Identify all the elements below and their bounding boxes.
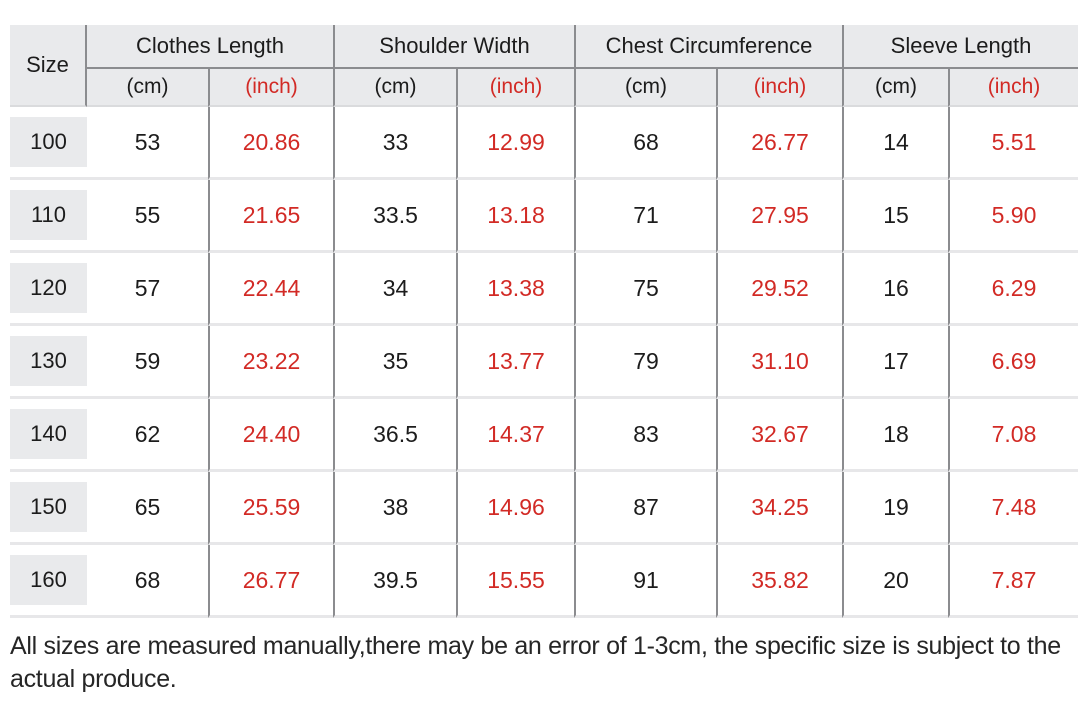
size-cell: 110 [10,180,87,253]
unit-header-shoulder-inch: (inch) [456,69,574,107]
chest-circumference-inch-value: 35.82 [716,545,842,618]
chest-circumference-cm-value: 83 [574,399,716,472]
shoulder-width-inch-value: 13.18 [456,180,574,253]
sleeve-length-inch-value: 6.29 [948,253,1078,326]
sleeve-length-cm-value: 17 [842,326,948,399]
size-column-header: Size [10,25,87,107]
unit-header-chest-cm: (cm) [574,69,716,107]
size-cell: 160 [10,545,87,618]
size-cell: 120 [10,253,87,326]
clothes-length-cm-value: 68 [87,545,208,618]
chest-circumference-inch-value: 32.67 [716,399,842,472]
sleeve-length-cm-value: 16 [842,253,948,326]
shoulder-width-cm-value: 35 [333,326,456,399]
sleeve-length-inch-value: 7.87 [948,545,1078,618]
chest-circumference-inch-value: 27.95 [716,180,842,253]
chest-circumference-cm-value: 79 [574,326,716,399]
clothes-length-inch-value: 24.40 [208,399,333,472]
clothes-length-inch-value: 25.59 [208,472,333,545]
group-header-shoulder-width: Shoulder Width [333,25,574,69]
shoulder-width-cm-value: 34 [333,253,456,326]
shoulder-width-inch-value: 14.37 [456,399,574,472]
clothes-length-cm-value: 62 [87,399,208,472]
shoulder-width-inch-value: 13.38 [456,253,574,326]
sleeve-length-inch-value: 7.48 [948,472,1078,545]
unit-header-clothes-inch: (inch) [208,69,333,107]
size-value: 120 [10,263,87,313]
sleeve-length-cm-value: 18 [842,399,948,472]
clothes-length-cm-value: 53 [87,107,208,180]
size-value: 100 [10,117,87,167]
sleeve-length-cm-value: 14 [842,107,948,180]
clothes-length-inch-value: 20.86 [208,107,333,180]
chest-circumference-cm-value: 71 [574,180,716,253]
shoulder-width-inch-value: 12.99 [456,107,574,180]
chest-circumference-inch-value: 26.77 [716,107,842,180]
size-cell: 140 [10,399,87,472]
clothes-length-cm-value: 57 [87,253,208,326]
chest-circumference-cm-value: 75 [574,253,716,326]
chest-circumference-inch-value: 29.52 [716,253,842,326]
shoulder-width-cm-value: 33 [333,107,456,180]
shoulder-width-cm-value: 33.5 [333,180,456,253]
clothes-length-inch-value: 26.77 [208,545,333,618]
size-cell: 150 [10,472,87,545]
clothes-length-cm-value: 59 [87,326,208,399]
size-chart-table: Size Clothes Length Shoulder Width Chest… [10,25,1078,618]
clothes-length-inch-value: 22.44 [208,253,333,326]
size-value: 160 [10,555,87,605]
chest-circumference-cm-value: 91 [574,545,716,618]
clothes-length-inch-value: 21.65 [208,180,333,253]
size-value: 130 [10,336,87,386]
clothes-length-cm-value: 55 [87,180,208,253]
group-header-chest-circumference: Chest Circumference [574,25,842,69]
chest-circumference-inch-value: 34.25 [716,472,842,545]
measurement-note: All sizes are measured manually,there ma… [10,632,1061,693]
clothes-length-cm-value: 65 [87,472,208,545]
chest-circumference-cm-value: 87 [574,472,716,545]
shoulder-width-cm-value: 38 [333,472,456,545]
shoulder-width-cm-value: 36.5 [333,399,456,472]
group-header-clothes-length: Clothes Length [87,25,333,69]
chest-circumference-inch-value: 31.10 [716,326,842,399]
shoulder-width-cm-value: 39.5 [333,545,456,618]
clothes-length-inch-value: 23.22 [208,326,333,399]
size-value: 110 [10,190,87,240]
shoulder-width-inch-value: 14.96 [456,472,574,545]
unit-header-chest-inch: (inch) [716,69,842,107]
size-cell: 100 [10,107,87,180]
shoulder-width-inch-value: 13.77 [456,326,574,399]
unit-header-clothes-cm: (cm) [87,69,208,107]
sleeve-length-cm-value: 19 [842,472,948,545]
size-cell: 130 [10,326,87,399]
sleeve-length-cm-value: 15 [842,180,948,253]
size-value: 150 [10,482,87,532]
sleeve-length-inch-value: 5.51 [948,107,1078,180]
chest-circumference-cm-value: 68 [574,107,716,180]
sleeve-length-inch-value: 5.90 [948,180,1078,253]
unit-header-sleeve-cm: (cm) [842,69,948,107]
group-header-sleeve-length: Sleeve Length [842,25,1078,69]
sleeve-length-inch-value: 6.69 [948,326,1078,399]
sleeve-length-cm-value: 20 [842,545,948,618]
size-value: 140 [10,409,87,459]
unit-header-sleeve-inch: (inch) [948,69,1078,107]
shoulder-width-inch-value: 15.55 [456,545,574,618]
unit-header-shoulder-cm: (cm) [333,69,456,107]
sleeve-length-inch-value: 7.08 [948,399,1078,472]
